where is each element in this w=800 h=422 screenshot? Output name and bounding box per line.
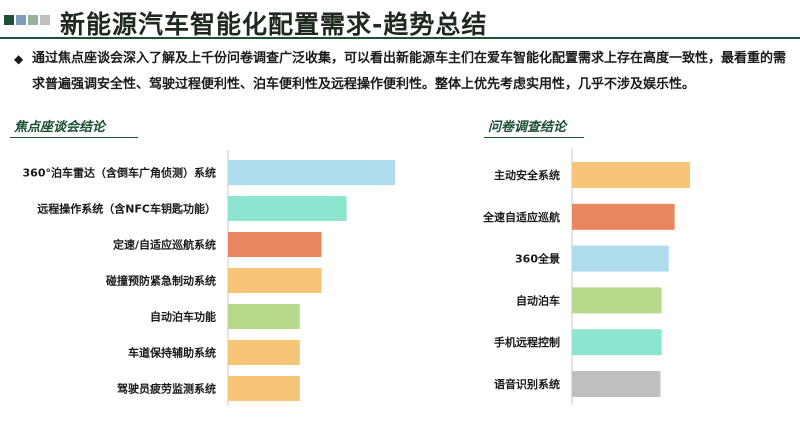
focus-category-label-1: 360°泊车雷达（含倒车广角侦测）系统: [23, 166, 216, 180]
survey-bar-2: [572, 203, 675, 230]
survey-category-label-2: 全速自适应巡航: [482, 210, 560, 224]
title-square-1: [4, 15, 14, 25]
title-divider: [0, 37, 800, 39]
survey-category-label-5: 手机远程控制: [494, 335, 560, 349]
survey-bar-4: [572, 287, 662, 314]
focus-bar-4: [228, 268, 322, 293]
focus-bar-5: [228, 304, 300, 329]
survey-category-label-3: 360全景: [515, 252, 560, 266]
survey-bar-3: [572, 245, 669, 272]
focus-bar-3: [228, 232, 322, 257]
survey-title-rule: [484, 137, 584, 138]
survey-title: 问卷调查结论: [488, 120, 567, 135]
focus-group-title: 焦点座谈会结论: [14, 120, 106, 135]
title-square-4: [40, 15, 50, 25]
focus-category-label-4: 碰撞预防紧急制动系统: [106, 274, 216, 288]
focus-category-label-5: 自动泊车功能: [150, 310, 216, 324]
focus-category-label-7: 驾驶员疲劳监测系统: [116, 382, 216, 396]
focus-category-label-3: 定速/自适应巡航系统: [113, 238, 216, 252]
survey-bar-6: [572, 371, 661, 397]
title-bar: 新能源汽车智能化配置需求-趋势总结: [0, 0, 800, 40]
focus-category-label-2: 远程操作系统（含NFC车钥匙功能）: [37, 202, 216, 216]
survey-bar-5: [572, 329, 662, 356]
diamond-bullet-icon: ◆: [14, 52, 24, 66]
focus-bar-2: [228, 196, 347, 221]
summary-paragraph: ◆ 通过焦点座谈会深入了解及上千份问卷调查广泛收集，可以看出新能源车主们在爱车智…: [14, 46, 790, 98]
survey-category-label-4: 自动泊车: [516, 293, 560, 307]
focus-bar-1: [228, 160, 395, 185]
summary-text: 通过焦点座谈会深入了解及上千份问卷调查广泛收集，可以看出新能源车主们在爱车智能化…: [32, 51, 787, 92]
focus-bar-7: [228, 376, 300, 401]
survey-category-label-6: 语音识别系统: [494, 377, 560, 391]
focus-group-title-rule: [10, 137, 138, 138]
title-square-3: [28, 15, 38, 25]
survey-bar-1: [572, 162, 690, 188]
title-square-2: [16, 15, 26, 25]
focus-bar-6: [228, 340, 300, 365]
survey-category-label-1: 主动安全系统: [494, 168, 560, 182]
page-title: 新能源汽车智能化配置需求-趋势总结: [60, 10, 488, 39]
focus-category-label-6: 车道保持辅助系统: [128, 346, 216, 360]
